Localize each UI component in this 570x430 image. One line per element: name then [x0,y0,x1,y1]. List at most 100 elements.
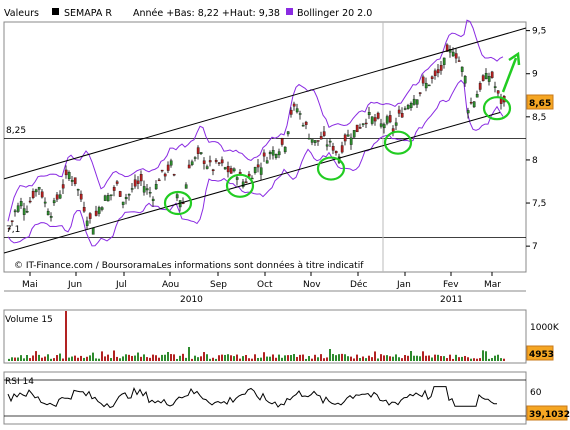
price-panel [3,21,527,273]
volume-bar [455,354,457,361]
last-price-tag: 8,65 [526,94,554,110]
volume-bar [308,356,310,361]
volume-bar [44,356,46,361]
volume-bar [461,356,463,361]
volume-bar [431,357,433,361]
volume-bar [41,357,43,361]
candle-body [433,70,437,76]
volume-bar [209,358,211,361]
volume-bar [59,353,61,361]
candle-body [274,154,278,158]
candle-body [10,220,14,222]
volume-bar [293,354,295,361]
volume-bar [470,358,472,361]
candle-body [316,140,320,142]
month-label: Oct [257,280,273,290]
valeurs-label: Valeurs [4,8,39,19]
volume-bar [161,354,163,361]
candle-body [109,194,113,196]
candle-body [82,207,86,212]
volume-bar [149,357,151,361]
volume-bar [476,358,478,361]
candle-body [85,220,89,226]
candle-body [355,124,359,133]
volume-bar [92,352,94,361]
support-annotations [163,51,521,216]
volume-bar [254,354,256,361]
candle-body [22,208,26,215]
rsi-line [7,386,497,409]
candle-body [361,123,365,125]
candle-body [208,160,212,163]
candle-body [67,172,71,180]
volume-title: Volume 15 [5,315,53,325]
candle-body [34,189,38,193]
candle-body [58,194,62,199]
volume-bar [296,356,298,361]
volume-bar [140,356,142,361]
candle-body [421,76,425,84]
volume-bar [266,356,268,361]
candle-body [163,173,167,177]
volume-bar [371,357,373,361]
candle-body [349,137,353,145]
candle-body [91,227,95,235]
volume-bar [233,356,235,361]
candle-body [127,193,131,196]
volume-bar [383,355,385,361]
candle-body [322,131,326,136]
volume-bar [437,354,439,361]
volume-bar [227,354,229,361]
candle-body [301,125,305,127]
candle-body [475,94,479,98]
volume-bar [389,356,391,361]
candle-body [313,140,317,143]
volume-bar [170,354,172,361]
volume-bar [317,357,319,361]
volume-bar [338,354,340,361]
candle-body [49,216,53,218]
price-tick-label: 8 [532,156,538,166]
candle-body [229,168,233,174]
candle-body [427,84,431,87]
volume-bar [356,354,358,361]
candle-body [445,44,449,52]
volume-bar [98,358,100,361]
support-circle [316,156,346,181]
volume-bar [8,358,10,361]
volume-bar [230,355,232,361]
volume-bar [275,357,277,361]
candle-body [484,72,488,80]
volume-bar [80,355,82,361]
candle-body [52,200,56,204]
volume-bar [392,356,394,361]
candle-body [106,195,110,202]
volume-bar [176,358,178,361]
support-circle [163,190,193,216]
candle-body [478,83,482,90]
volume-bar [353,358,355,361]
candle-body [415,99,419,105]
candle-body [268,151,272,155]
volume-bar [416,355,418,361]
volume-bar [428,355,430,361]
volume-bar [182,353,184,361]
candle-body [121,201,125,205]
candle-body [13,210,17,213]
candle-body [25,211,29,213]
volume-bar [104,356,106,361]
volume-bar [74,355,76,361]
month-label: Mai [22,280,38,290]
candle-body [340,145,344,153]
volume-bar [110,358,112,361]
candle-body [391,128,395,132]
candle-body [367,112,371,116]
low-level-label: 7,1 [6,225,20,235]
candle-body [187,164,191,169]
month-label: Déc [350,279,367,290]
volume-bar [326,357,328,361]
source-notice: © IT-Finance.com / BoursoramaLes informa… [14,260,364,271]
volume-bar [287,355,289,361]
candle-body [43,201,47,204]
